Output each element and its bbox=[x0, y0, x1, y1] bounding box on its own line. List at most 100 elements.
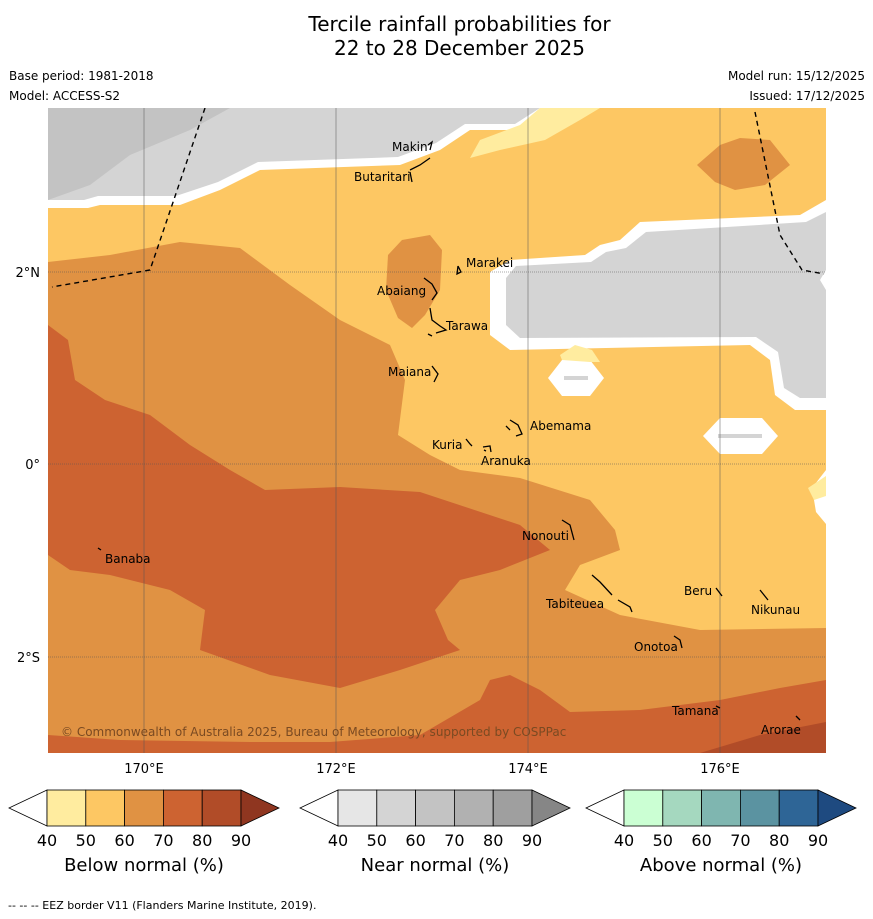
island-abemama-shape bbox=[505, 419, 523, 437]
colorbar-near-segment bbox=[492, 789, 533, 827]
label-beru: Beru bbox=[684, 584, 712, 598]
region-below-50-north bbox=[470, 108, 600, 158]
colorbar-near-tick: 90 bbox=[522, 831, 542, 850]
label-banaba: Banaba bbox=[105, 552, 151, 566]
lat-label-eq: 0° bbox=[25, 458, 40, 473]
label-aranuka: Aranuka bbox=[481, 454, 531, 468]
colorbar-near-low-extend bbox=[299, 789, 339, 827]
copyright-notice: © Commonwealth of Australia 2025, Bureau… bbox=[61, 725, 566, 739]
colorbar-near-label: Near normal (%) bbox=[361, 855, 510, 876]
patch-below-50-edge bbox=[808, 476, 826, 500]
region-below-80-south bbox=[48, 675, 826, 753]
model-name: Model: ACCESS-S2 bbox=[9, 89, 121, 103]
region-below-90-se bbox=[700, 722, 826, 753]
lat-label-2n: 2°N bbox=[16, 266, 41, 281]
island-abaiang-shape bbox=[423, 277, 438, 301]
colorbar-below-tick: 40 bbox=[37, 831, 57, 850]
chart-title: Tercile rainfall probabilities for 22 to… bbox=[0, 12, 873, 60]
colorbar-near-segment bbox=[453, 789, 494, 827]
island-tarawa-shape bbox=[427, 307, 448, 337]
colorbar-below-label: Below normal (%) bbox=[64, 855, 224, 876]
island-kuria-shape bbox=[465, 438, 473, 447]
model-run: Model run: 15/12/2025 bbox=[727, 69, 865, 83]
colorbar-above-segment bbox=[662, 789, 702, 827]
lat-label-2s: 2°S bbox=[17, 651, 40, 666]
island-beru-shape bbox=[715, 587, 723, 597]
lon-label-176e: 176°E bbox=[700, 762, 740, 777]
longitude-gridlines bbox=[143, 108, 721, 753]
colorbar-near-segment bbox=[337, 789, 378, 827]
colorbar-below-segment bbox=[46, 789, 87, 827]
label-nikunau: Nikunau bbox=[751, 603, 800, 617]
patch-below-70-abaiang bbox=[386, 235, 442, 328]
colorbar-near: 40 50 60 70 80 90 Near normal (%) bbox=[299, 789, 571, 876]
colorbar-near-segment bbox=[415, 789, 455, 827]
colorbar-below-tick: 80 bbox=[192, 831, 212, 850]
lon-label-170e: 170°E bbox=[124, 762, 164, 777]
island-arorae-shape bbox=[795, 715, 801, 721]
lon-label-174e: 174°E bbox=[508, 762, 548, 777]
label-maiana: Maiana bbox=[388, 365, 431, 379]
colorbar-near-tick: 70 bbox=[444, 831, 464, 850]
colorbar-near-high-extend bbox=[531, 789, 571, 827]
colorbar-above-segment bbox=[778, 789, 819, 827]
label-marakei: Marakei bbox=[466, 256, 513, 270]
colorbar-above-tick: 80 bbox=[769, 831, 789, 850]
colorbar-above-tick: 40 bbox=[614, 831, 634, 850]
lon-label-172e: 172°E bbox=[316, 762, 356, 777]
colorbar-below-segment bbox=[124, 789, 164, 827]
title-line-2: 22 to 28 December 2025 bbox=[333, 36, 585, 60]
patch-near-east bbox=[718, 434, 762, 438]
region-near-70-nw bbox=[48, 108, 230, 200]
region-near-60-east bbox=[506, 212, 826, 398]
colorbar-near-tick: 40 bbox=[328, 831, 348, 850]
label-tarawa: Tarawa bbox=[445, 319, 488, 333]
axis-labels: 2°N 0° 2°S 170°E 172°E 174°E 176°E bbox=[16, 266, 740, 777]
issued-date: Issued: 17/12/2025 bbox=[749, 89, 865, 103]
colorbar-near-tick: 60 bbox=[405, 831, 425, 850]
island-onotoa-shape bbox=[673, 635, 683, 649]
colorbar-above-tick: 70 bbox=[730, 831, 750, 850]
latitude-gridlines bbox=[48, 271, 826, 658]
colorbar-above-tick: 50 bbox=[653, 831, 673, 850]
region-below-80-west bbox=[48, 325, 550, 688]
eez-border-east bbox=[754, 111, 825, 275]
colorbar-above-tick: 90 bbox=[808, 831, 828, 850]
label-tabiteuea: Tabiteuea bbox=[545, 597, 604, 611]
eez-footnote: -- -- -- EEZ border V11 (Flanders Marine… bbox=[8, 899, 317, 912]
island-butaritari-shape bbox=[409, 157, 431, 183]
island-marakei-shape bbox=[456, 265, 462, 276]
label-abemama: Abemama bbox=[530, 419, 591, 433]
label-tamana: Tamana bbox=[671, 704, 719, 718]
island-tamana-shape bbox=[715, 705, 721, 709]
eez-border-west bbox=[51, 108, 206, 288]
colorbar-below-tick: 50 bbox=[76, 831, 96, 850]
place-labels: Makin Butaritari Marakei Abaiang Tarawa … bbox=[105, 140, 801, 737]
title-line-1: Tercile rainfall probabilities for bbox=[308, 12, 611, 36]
island-banaba-shape bbox=[97, 547, 102, 551]
colorbar-below-tick: 70 bbox=[153, 831, 173, 850]
colorbar-above-segment bbox=[740, 789, 780, 827]
base-period: Base period: 1981-2018 bbox=[9, 69, 154, 83]
map-field: Makin Butaritari Marakei Abaiang Tarawa … bbox=[48, 108, 826, 753]
colorbar-below-tick: 90 bbox=[231, 831, 251, 850]
eez-border bbox=[51, 108, 825, 288]
island-nikunau-shape bbox=[759, 589, 769, 601]
island-nonouti-shape bbox=[561, 519, 575, 541]
label-butaritari: Butaritari bbox=[354, 170, 411, 184]
island-tabiteuea-shape bbox=[591, 574, 633, 613]
patch-below-50-center bbox=[560, 345, 600, 362]
colorbar-above-tick: 60 bbox=[691, 831, 711, 850]
colorbars: 40 50 60 70 80 90 Below normal (%) 40 50 60 70 80 90… bbox=[8, 789, 857, 876]
island-aranuka-shape bbox=[482, 445, 492, 453]
colorbar-below-high-extend bbox=[240, 789, 280, 827]
colorbar-below-segment bbox=[162, 789, 203, 827]
colorbar-near-tick: 80 bbox=[483, 831, 503, 850]
label-abaiang: Abaiang bbox=[377, 284, 426, 298]
colorbar-near-segment bbox=[376, 789, 416, 827]
islands bbox=[97, 140, 801, 721]
colorbar-above-segment bbox=[701, 789, 741, 827]
region-white-east-notch bbox=[820, 270, 826, 290]
colorbar-above-high-extend bbox=[817, 789, 857, 827]
